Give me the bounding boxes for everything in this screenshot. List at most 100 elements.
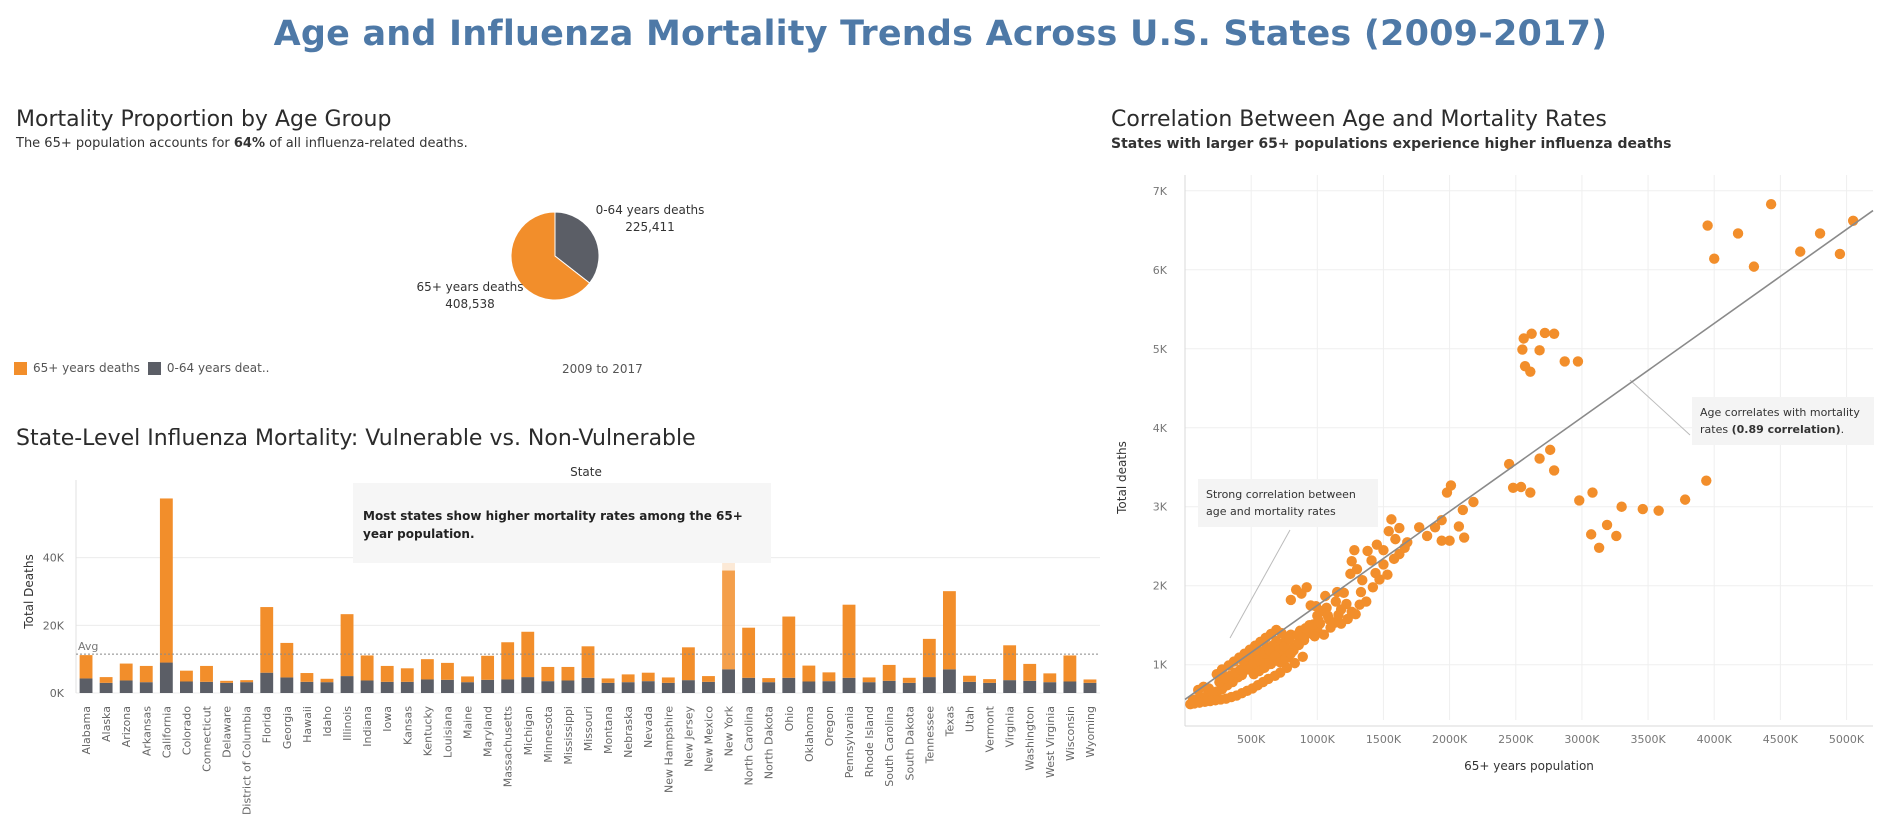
- scatter-point: [1436, 535, 1447, 546]
- pie-panel-title: Mortality Proportion by Age Group: [16, 107, 392, 132]
- scatter-point: [1394, 522, 1405, 534]
- bar-category-label: New Hampshire: [662, 706, 675, 793]
- scatter-point: [1333, 609, 1344, 621]
- scatter-x-tick-label: 1000K: [1300, 733, 1336, 746]
- scatter-point: [1544, 444, 1556, 456]
- bar-segment-0-64: [641, 681, 655, 693]
- scatter-point: [1325, 622, 1336, 633]
- bar-segment-0-64: [882, 680, 896, 693]
- bar-segment-0-64: [300, 681, 314, 693]
- scatter-point: [1378, 559, 1389, 570]
- scatter-point: [1413, 522, 1425, 533]
- bar-segment-0-64: [1083, 682, 1097, 693]
- scatter-x-tick-label: 3500K: [1630, 733, 1666, 746]
- bar-category-label: Indiana: [361, 706, 374, 747]
- bar-category-label: Alabama: [80, 706, 93, 755]
- bar-category-label: South Dakota: [903, 706, 916, 780]
- pie-label-young: 0-64 years deaths 225,411: [590, 202, 710, 236]
- bar-segment-0-64: [320, 682, 334, 693]
- pie-legend[interactable]: 65+ years deaths 0-64 years deat..: [14, 361, 277, 375]
- scatter-y-tick-label: 2K: [1153, 580, 1168, 593]
- scatter-point: [1300, 623, 1311, 634]
- bar-category-label: Wyoming: [1084, 706, 1097, 758]
- bar-segment-0-64: [601, 682, 615, 693]
- bar-category-label: Georgia: [281, 706, 294, 749]
- scatter-point: [1292, 629, 1303, 640]
- bar-segment-0-64: [200, 681, 213, 693]
- scatter-point: [1518, 333, 1529, 344]
- bar-category-label: New Jersey: [682, 706, 695, 768]
- bar-segment-65plus: [320, 678, 334, 683]
- bar-category-label: Maryland: [482, 706, 495, 757]
- bar-segment-0-64: [360, 680, 374, 693]
- bar-segment-65plus: [581, 646, 595, 678]
- bar-segment-0-64: [983, 682, 996, 693]
- bar-category-label: Delaware: [221, 706, 234, 758]
- bar-segment-0-64: [139, 682, 153, 693]
- bar-segment-65plus: [1043, 673, 1057, 683]
- bar-segment-0-64: [661, 682, 675, 693]
- scatter-y-tick-label: 1K: [1153, 659, 1168, 672]
- scatter-x-tick-label: 5000K: [1829, 733, 1865, 746]
- scatter-point: [1309, 631, 1320, 642]
- scatter-point: [1285, 648, 1297, 659]
- bar-segment-0-64: [822, 681, 836, 693]
- scatter-point: [1702, 220, 1713, 231]
- scatter-y-tick-label: 6K: [1153, 264, 1168, 277]
- legend-item-0-64[interactable]: 0-64 years deat..: [147, 361, 269, 375]
- bar-segment-65plus: [661, 677, 675, 683]
- scatter-point: [1271, 624, 1282, 636]
- bar-segment-65plus: [400, 668, 414, 682]
- bar-category-label: District of Columbia: [241, 706, 254, 815]
- scatter-point: [1207, 687, 1218, 698]
- bar-category-label: Mississippi: [562, 706, 575, 765]
- bar-category-label: Kentucky: [421, 706, 434, 757]
- legend-item-65plus[interactable]: 65+ years deaths: [14, 361, 140, 375]
- bar-category-label: Hawaii: [301, 706, 314, 743]
- scatter-point: [1390, 533, 1401, 545]
- bar-category-label: North Carolina: [743, 706, 756, 786]
- bar-segment-0-64: [702, 681, 715, 693]
- bar-segment-65plus: [1083, 679, 1097, 683]
- bar-segment-65plus: [922, 638, 936, 678]
- scatter-point: [1350, 608, 1361, 620]
- bar-segment-65plus: [119, 663, 133, 681]
- bar-segment-0-64: [922, 677, 936, 693]
- bar-segment-0-64: [1043, 682, 1057, 693]
- legend-swatch-gray: [147, 361, 161, 375]
- bar-segment-65plus: [782, 616, 796, 678]
- pie-label-old: 65+ years deaths 408,538: [410, 279, 530, 313]
- bar-segment-65plus: [180, 670, 193, 682]
- bar-segment-65plus: [762, 678, 776, 683]
- bar-category-label: Michigan: [522, 706, 535, 755]
- bar-segment-65plus: [521, 631, 535, 678]
- bar-panel-title: State-Level Influenza Mortality: Vulnera…: [16, 426, 696, 451]
- bar-category-label: Florida: [261, 706, 274, 743]
- bar-category-label: Illinois: [341, 706, 354, 741]
- bar-segment-0-64: [159, 662, 173, 693]
- bar-segment-0-64: [742, 677, 756, 693]
- bar-category-label: Minnesota: [542, 706, 555, 763]
- scatter-point: [1653, 505, 1664, 516]
- bar-segment-0-64: [1063, 681, 1077, 693]
- bar-segment-0-64: [521, 677, 535, 693]
- bar-segment-65plus: [260, 607, 274, 673]
- scatter-point: [1366, 555, 1377, 566]
- scatter-panel-title: Correlation Between Age and Mortality Ra…: [1111, 107, 1607, 132]
- bar-segment-65plus: [862, 677, 876, 683]
- bar-segment-65plus: [159, 498, 173, 663]
- bar-category-label: Iowa: [381, 706, 394, 732]
- bar-segment-0-64: [481, 679, 495, 693]
- bar-segment-65plus: [601, 678, 615, 683]
- bar-segment-65plus: [983, 679, 996, 683]
- scatter-y-tick-label: 3K: [1153, 501, 1168, 514]
- bar-category-label: Ohio: [783, 706, 796, 732]
- bar-segment-65plus: [742, 627, 756, 678]
- scatter-x-tick-label: 3000K: [1564, 733, 1600, 746]
- bar-category-label: Arkansas: [140, 706, 153, 756]
- bar-category-label: Colorado: [180, 706, 193, 755]
- scatter-point: [1374, 574, 1385, 585]
- scatter-point: [1814, 228, 1826, 239]
- scatter-point: [1279, 641, 1290, 652]
- bar-segment-65plus: [280, 642, 294, 678]
